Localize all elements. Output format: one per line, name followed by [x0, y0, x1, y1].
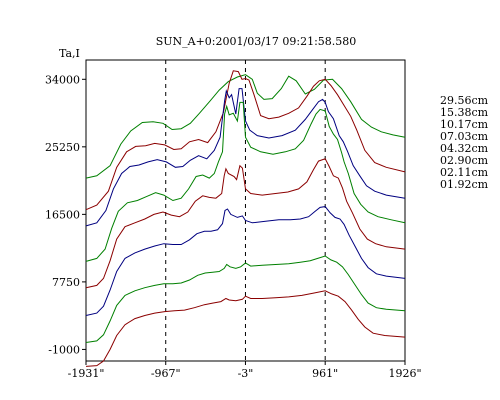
y-tick-label-4: 34000 [45, 73, 80, 86]
series-line-6 [85, 255, 406, 343]
y-axis-ticks: -1000 7750 16500 25250 34000 [45, 73, 86, 356]
x-tick-label-4: 1926" [388, 367, 421, 380]
x-tick-label-3: 961" [312, 367, 338, 380]
x-tick-label-0: -1931" [68, 367, 105, 380]
y-tick-label-2: 16500 [45, 208, 80, 221]
x-tick-label-2: -3" [238, 367, 254, 380]
reference-lines [165, 60, 326, 361]
series-line-1 [85, 70, 406, 211]
legend-entry-1: 15.38cm [440, 106, 489, 119]
series-line-5 [85, 206, 406, 316]
legend-entry-3: 07.03cm [440, 130, 489, 143]
series-line-7 [85, 290, 406, 367]
chart-title: SUN_A+0:2001/03/17 09:21:58.580 [156, 35, 357, 48]
x-axis-ticks: -1931" -967" -3" 961" 1926" [68, 361, 422, 380]
legend-entry-7: 01.92cm [440, 178, 489, 191]
legend-entry-4: 04.32cm [440, 142, 489, 155]
plot-frame [85, 59, 406, 362]
legend: 29.56cm15.38cm10.17cm07.03cm04.32cm02.90… [440, 94, 489, 191]
series-lines [85, 70, 406, 367]
series-line-4 [85, 158, 406, 289]
series-line-0 [85, 74, 406, 179]
y-tick-label-0: -1000 [48, 343, 80, 356]
series-line-3 [85, 101, 406, 262]
legend-entry-2: 10.17cm [440, 118, 489, 131]
y-tick-label-1: 7750 [52, 276, 80, 289]
legend-entry-0: 29.56cm [440, 94, 489, 107]
legend-entry-5: 02.90cm [440, 154, 489, 167]
y-axis-label: Ta,I [59, 47, 80, 60]
series-line-2 [85, 88, 406, 227]
legend-entry-6: 02.11cm [440, 166, 489, 179]
plot-area [85, 59, 406, 367]
x-tick-label-1: -967" [151, 367, 181, 380]
y-tick-label-3: 25250 [45, 141, 80, 154]
